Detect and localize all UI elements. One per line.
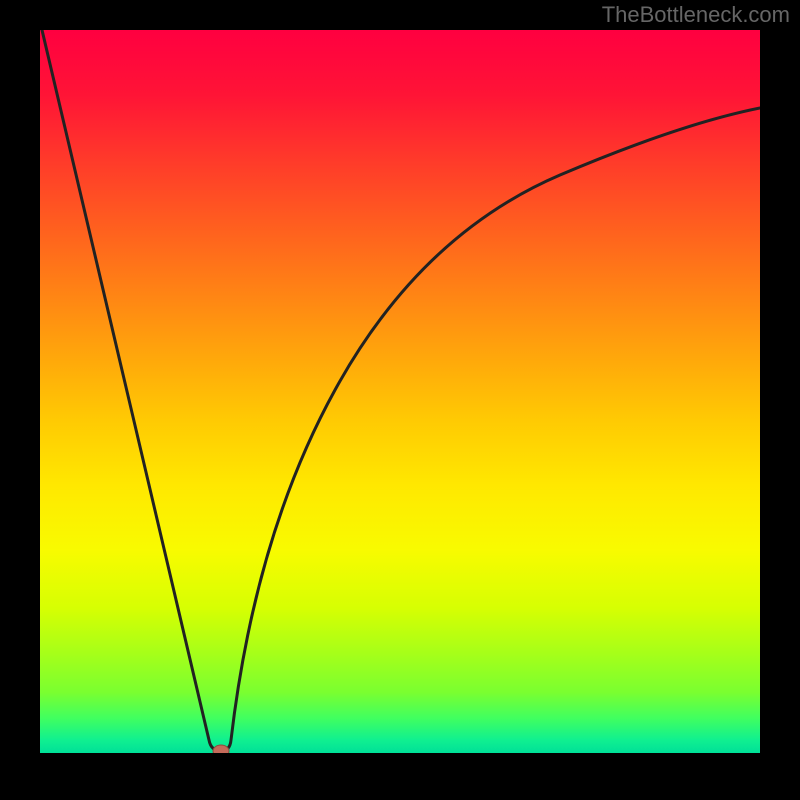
watermark-text: TheBottleneck.com — [602, 2, 790, 28]
chart-container: { "watermark": "TheBottleneck.com", "cha… — [0, 0, 800, 800]
bottleneck-chart — [0, 0, 800, 800]
optimal-point-marker — [213, 745, 229, 757]
